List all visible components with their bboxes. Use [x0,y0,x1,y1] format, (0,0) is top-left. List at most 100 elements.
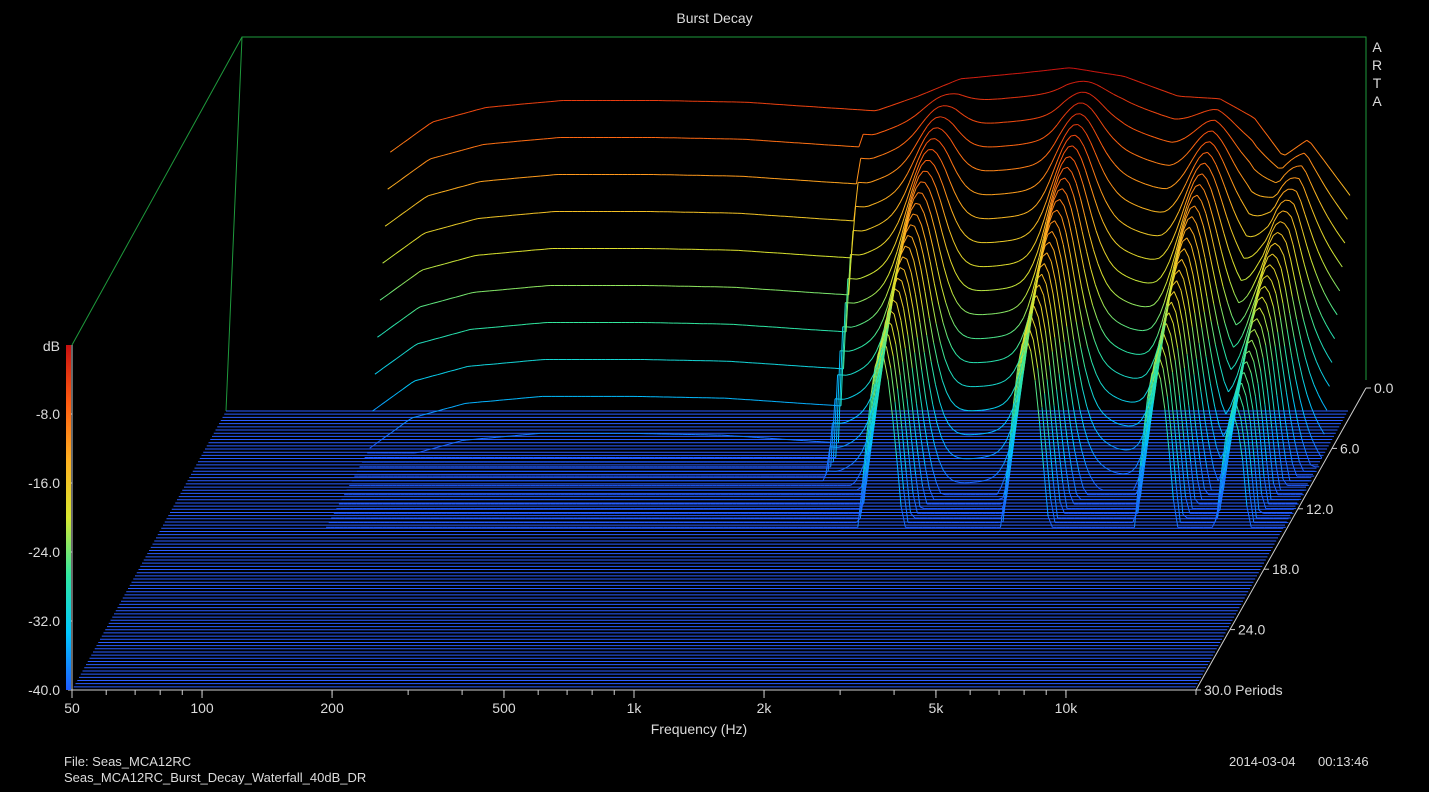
slice-segment [1074,279,1080,305]
slice-segment [1016,237,1021,240]
slice-segment [1195,184,1201,187]
slice-segment [910,437,917,476]
slice-segment [1040,306,1046,331]
slice-segment [1028,263,1034,273]
slice-segment [1182,237,1188,242]
slice-segment [935,323,941,344]
slice-segment [907,188,914,204]
slice-segment [916,215,922,226]
slice-segment [958,330,964,336]
slice-segment [930,214,936,232]
slice-segment [1042,170,1048,178]
slice-segment [1056,164,1062,177]
slice-segment [1174,269,1180,275]
slice-segment [1190,461,1196,499]
slice-segment [1146,327,1152,331]
slice-segment [1059,199,1065,207]
slice-segment [1203,311,1210,339]
slice-segment [865,227,871,231]
slice-segment [469,328,475,330]
decay-slice [359,198,1320,468]
slice-segment [1277,331,1283,363]
slice-segment [1299,247,1305,265]
slice-segment [1170,334,1176,361]
slice-segment [869,425,875,452]
slice-segment [1288,229,1294,246]
slice-segment [1194,312,1200,344]
slice-segment [1231,315,1237,326]
slice-segment [381,330,387,335]
slice-segment [905,224,911,233]
slice-segment [998,288,1003,290]
slice-segment [425,412,431,415]
slice-segment [906,259,912,273]
slice-segment [915,248,922,269]
slice-segment [1092,128,1099,138]
slice-segment [1029,272,1036,286]
slice-segment [1020,328,1026,341]
slice-segment [1276,257,1282,269]
slice-segment [946,248,952,262]
slice-segment [1002,287,1008,290]
slice-segment [1303,264,1310,281]
slice-segment [1176,192,1182,200]
slice-segment [1243,328,1249,344]
slice-segment [1131,227,1136,231]
slice-segment [1314,327,1320,339]
slice-segment [881,197,887,202]
slice-segment [925,399,931,426]
slice-segment [1136,180,1142,183]
slice-segment [1191,216,1197,224]
slice-segment [1280,199,1286,204]
slice-segment [1087,288,1094,306]
slice-segment [1034,257,1040,274]
slice-segment [1221,202,1227,217]
slice-segment [1082,487,1089,495]
slice-segment [1142,207,1148,210]
slice-segment [456,404,461,407]
slice-segment [888,264,894,276]
slice-segment [1109,469,1115,473]
slice-segment [1155,211,1160,213]
slice-segment [1196,194,1202,202]
slice-segment [1005,332,1011,336]
slice-segment [452,332,458,335]
slice-segment [1151,363,1158,380]
slice-segment [955,405,960,410]
slice-segment [1198,153,1204,159]
slice-segment [871,350,877,359]
slice-segment [945,302,951,316]
slice-segment [1273,213,1279,222]
slice-segment [908,198,915,213]
slice-segment [396,355,402,360]
slice-segment [1211,264,1217,287]
slice-segment [1141,256,1147,259]
slice-segment [1209,383,1216,407]
slice-segment [1037,250,1043,274]
slice-segment [1319,283,1325,294]
slice-segment [1224,435,1230,450]
slice-segment [1030,290,1037,314]
slice-segment [414,451,420,454]
slice-segment [1060,177,1066,181]
slice-segment [1023,332,1030,355]
slice-segment [1018,317,1024,326]
slice-segment [1289,313,1295,338]
slice-segment [1256,246,1262,253]
slice-segment [1236,404,1242,419]
slice-segment [1140,181,1146,185]
slice-segment [1103,305,1109,314]
slice-segment [1073,124,1078,126]
slice-segment [1185,421,1192,462]
slice-segment [1080,286,1087,309]
slice-segment [1105,200,1111,209]
slice-segment [1195,262,1201,286]
slice-segment [1074,134,1080,140]
slice-segment [451,405,457,408]
slice-segment [1107,364,1113,370]
slice-segment [436,445,441,449]
decay-floor [72,410,1348,691]
slice-segment [1234,379,1240,396]
slice-segment [909,248,915,261]
slice-segment [1201,327,1207,357]
